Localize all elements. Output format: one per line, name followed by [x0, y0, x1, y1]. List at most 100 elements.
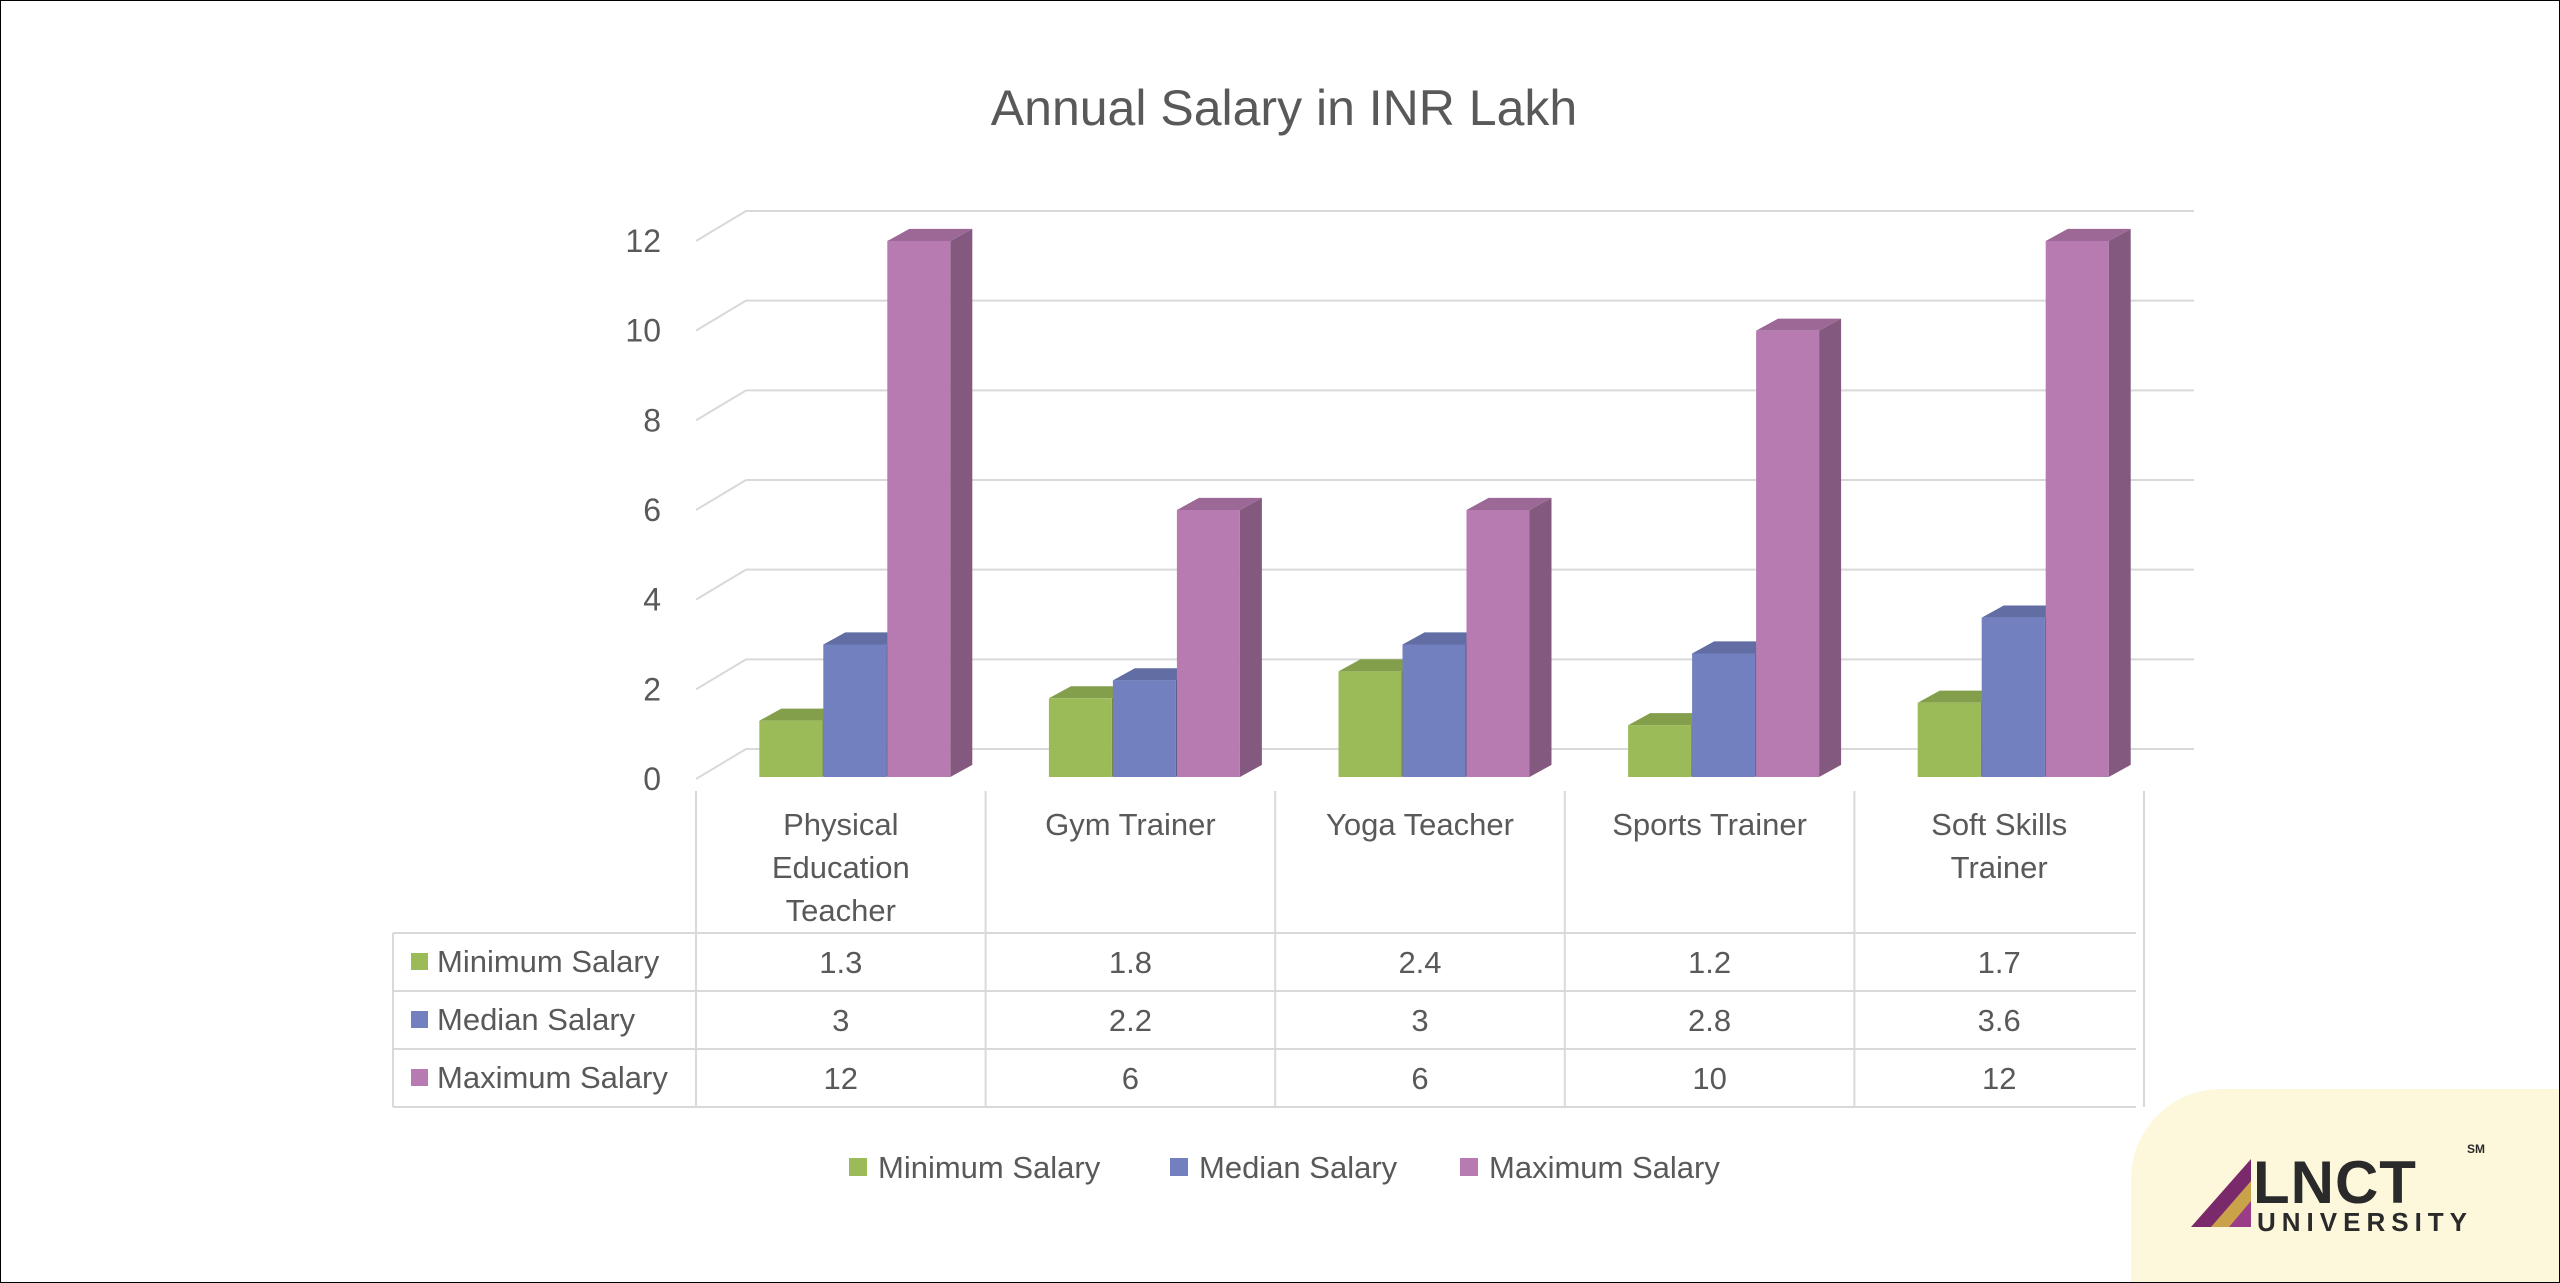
category-label: Sports Trainer [1612, 807, 1807, 842]
bar-front [2045, 241, 2109, 777]
gridline-diagonal [695, 479, 747, 511]
bar-top [1402, 632, 1488, 645]
table-cell-value: 12 [824, 1061, 858, 1096]
category-label-line: Education [772, 850, 910, 885]
chart-title: Annual Salary in INR Lakh [991, 80, 1577, 136]
y-tick-label: 12 [625, 223, 661, 259]
bar-top [1692, 641, 1778, 654]
bar-side [1529, 497, 1552, 777]
bar-top [1917, 690, 2003, 703]
bar-top [887, 228, 973, 241]
bar-top [1048, 686, 1134, 699]
series-row-label: Median Salary [437, 1002, 636, 1037]
bar [1176, 497, 1262, 777]
floor-left-edge [695, 748, 747, 780]
bar-front [759, 720, 823, 777]
y-tick-label: 6 [643, 492, 661, 528]
bar-top [1112, 668, 1198, 681]
category-label-line: Yoga Teacher [1326, 807, 1514, 842]
logo-main-text: LNCT [2253, 1149, 2417, 1216]
bar-front [1402, 644, 1466, 777]
legend-label: Maximum Salary [1489, 1150, 1720, 1185]
bar [1466, 497, 1552, 777]
logo-background [2131, 1089, 2559, 1282]
bar-side [1239, 497, 1262, 777]
bar-top [1466, 497, 1552, 510]
data-table: Physical Education Teacher Gym Trainer Yoga … [392, 791, 2145, 1108]
bar-top [823, 632, 909, 645]
bar-front [1338, 671, 1402, 777]
table-cell-value: 2.8 [1688, 1003, 1731, 1038]
bars [759, 228, 2131, 777]
bar-top [1981, 605, 2067, 618]
bar-top [1756, 318, 1842, 331]
bar-side [950, 228, 973, 777]
bar-front [1692, 653, 1756, 777]
table-cell-value: 2.2 [1109, 1003, 1152, 1038]
legend-swatch-icon [1460, 1158, 1478, 1176]
logo-triangle-core-icon [2229, 1201, 2251, 1227]
category-label-line: Teacher [786, 893, 896, 928]
y-tick-label: 4 [643, 582, 661, 618]
table-cell-value: 6 [1411, 1061, 1428, 1096]
series-swatch-icon [411, 1011, 428, 1028]
bar-top [759, 708, 845, 721]
table-cell-value: 1.8 [1109, 945, 1152, 980]
gridline-diagonal [695, 658, 747, 691]
logo-mark-text: SM [2467, 1142, 2485, 1156]
category-label-line: Soft Skills [1931, 807, 2067, 842]
y-tick-label: 8 [643, 402, 661, 438]
legend-label: Median Salary [1199, 1150, 1398, 1185]
y-tick-label: 2 [643, 671, 661, 707]
series-row-label: Minimum Salary [437, 944, 660, 979]
category-label: Soft Skills Trainer [1931, 807, 2067, 885]
series-swatch-icon [411, 1069, 428, 1086]
table-cell-value: 6 [1122, 1061, 1139, 1096]
table-cell-value: 2.4 [1398, 945, 1441, 980]
bar-top [2045, 228, 2131, 241]
y-axis-ticks: 0 2 4 6 8 10 12 [625, 223, 661, 797]
bar-front [887, 241, 951, 777]
table-cell-value: 1.7 [1978, 945, 2021, 980]
lnct-university-logo: LNCT SM UNIVERSITY [2191, 1142, 2485, 1237]
category-label-line: Gym Trainer [1045, 807, 1216, 842]
category-label-line: Physical [783, 807, 898, 842]
legend-swatch-icon [849, 1158, 867, 1176]
legend: Minimum Salary Median Salary Maximum Salar… [849, 1150, 1720, 1185]
category-label: Gym Trainer [1045, 807, 1216, 842]
gridline-diagonal [695, 389, 747, 422]
bar-side [1819, 318, 1842, 777]
table-cell-value: 3 [832, 1003, 849, 1038]
bar-front [1628, 725, 1692, 777]
bar-top [1176, 497, 1262, 510]
y-tick-label: 10 [625, 313, 661, 349]
legend-swatch-icon [1170, 1158, 1188, 1176]
bar-front [1176, 510, 1240, 777]
bar-top [1338, 659, 1424, 672]
gridline-diagonal [695, 210, 747, 242]
bar-front [1112, 680, 1176, 777]
series-swatch-icon [411, 953, 428, 970]
table-cell-value: 3.6 [1978, 1003, 2021, 1038]
category-label: Yoga Teacher [1326, 807, 1514, 842]
bar [1756, 318, 1842, 777]
category-label-line: Sports Trainer [1612, 807, 1807, 842]
bar-front [1917, 702, 1981, 777]
category-label-line: Trainer [1951, 850, 2048, 885]
y-tick-label: 0 [643, 761, 661, 797]
table-cell-value: 1.2 [1688, 945, 1731, 980]
bar [2045, 228, 2131, 777]
series-row-label: Maximum Salary [437, 1060, 668, 1095]
bar-side [2108, 228, 2131, 777]
table-cell-value: 10 [1692, 1061, 1726, 1096]
gridline-diagonal [695, 299, 747, 332]
bar-front [1756, 330, 1820, 777]
category-label: Physical Education Teacher [772, 807, 910, 928]
table-cell-value: 3 [1411, 1003, 1428, 1038]
bar-front [1466, 510, 1530, 777]
table-cell-value: 12 [1982, 1061, 2016, 1096]
bar [887, 228, 973, 777]
gridline-diagonal [695, 568, 747, 601]
